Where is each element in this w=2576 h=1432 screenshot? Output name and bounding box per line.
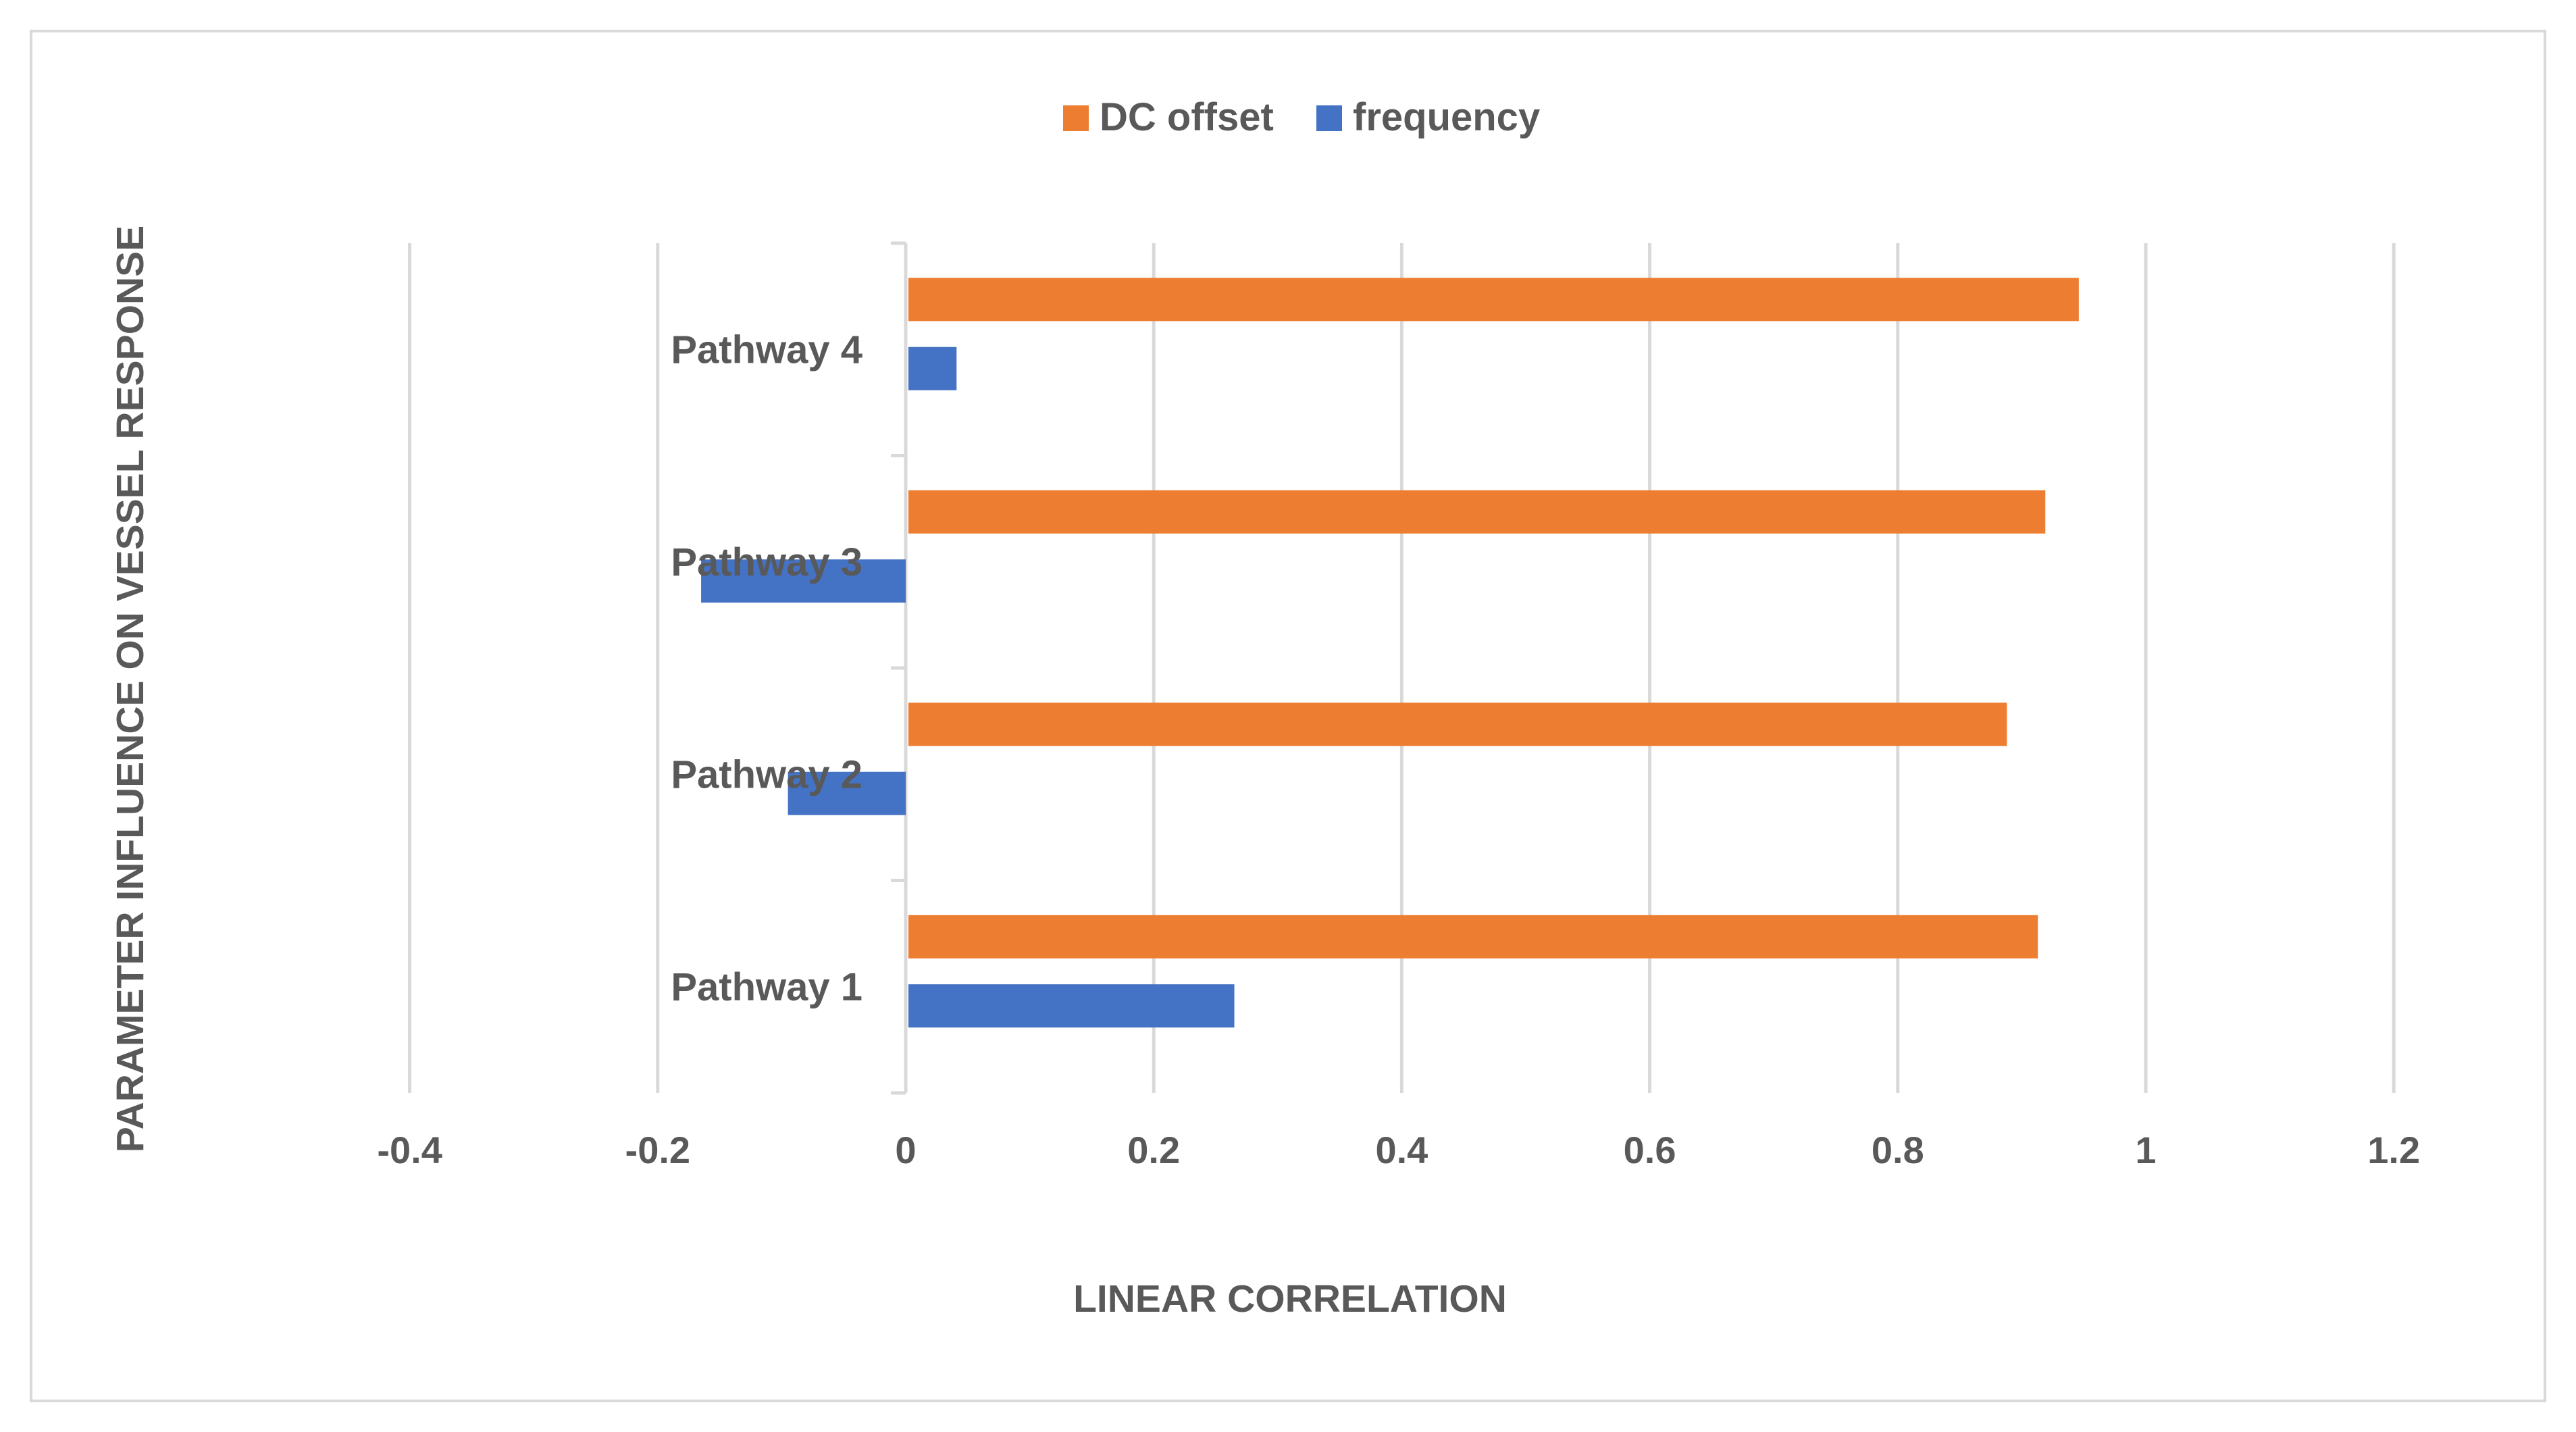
- x-tick-label: 0.8: [1872, 1129, 1924, 1171]
- category-label: Pathway 4: [671, 328, 862, 372]
- category-label: Pathway 2: [671, 752, 862, 796]
- category-label: Pathway 3: [671, 540, 862, 584]
- legend-swatch: [1316, 105, 1342, 131]
- x-tick-label: 0.2: [1127, 1129, 1180, 1171]
- x-tick-label: 1: [2135, 1129, 2156, 1171]
- bar-dc-offset-pathway-2: [908, 702, 2007, 746]
- x-tick-label: -0.4: [377, 1129, 442, 1171]
- x-tick-labels: -0.4 -0.2 0 0.2 0.4 0.6 0.8 1 1.2: [377, 1129, 2420, 1171]
- y-axis-title: PARAMETER INFLUENCE ON VESSEL RESPONSE: [109, 226, 152, 1152]
- legend-label: DC offset: [1100, 95, 1274, 139]
- category-label: Pathway 1: [671, 965, 862, 1009]
- x-tick-label: -0.2: [625, 1129, 691, 1171]
- category-labels: Pathway 1 Pathway 2 Pathway 3 Pathway 4: [671, 328, 862, 1009]
- bar-dc-offset-pathway-3: [908, 490, 2046, 534]
- bars: [701, 278, 2079, 1028]
- legend: DC offset frequency: [1063, 95, 1540, 139]
- legend-label: frequency: [1353, 95, 1540, 139]
- bar-frequency-pathway-1: [908, 984, 1235, 1028]
- x-tick-label: 0.4: [1375, 1129, 1428, 1171]
- bar-frequency-pathway-4: [908, 347, 957, 390]
- y-axis: [891, 241, 908, 1095]
- x-tick-label: 1.2: [2367, 1129, 2420, 1171]
- x-axis-title: LINEAR CORRELATION: [1073, 1277, 1507, 1321]
- legend-swatch: [1063, 105, 1089, 131]
- x-tick-label: 0: [895, 1129, 916, 1171]
- bar-frequency-pathway-2: [788, 771, 906, 815]
- x-tick-label: 0.6: [1624, 1129, 1676, 1171]
- bar-frequency-pathway-3: [701, 559, 906, 603]
- bar-dc-offset-pathway-4: [908, 278, 2079, 322]
- bar-dc-offset-pathway-1: [908, 915, 2038, 958]
